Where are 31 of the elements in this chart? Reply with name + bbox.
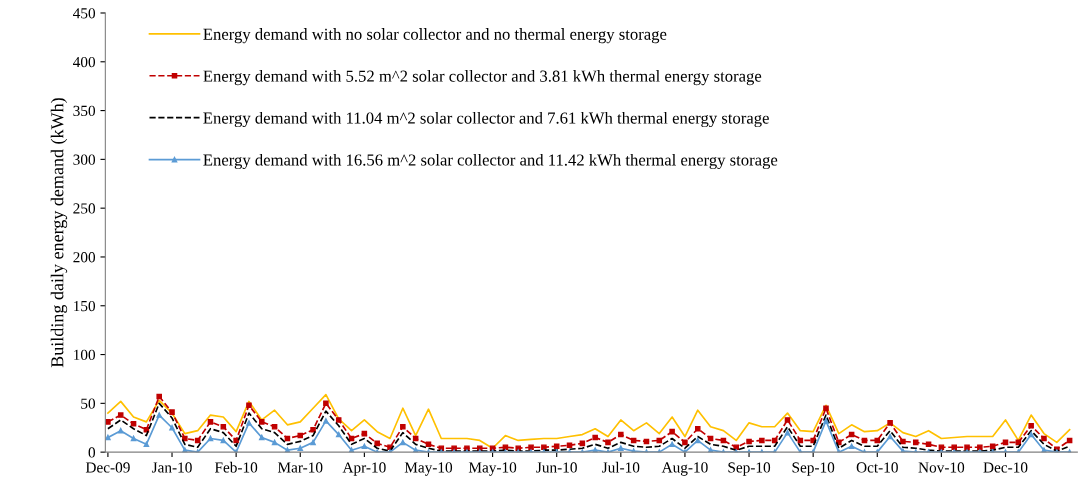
x-tick-label: Dec-09	[85, 462, 130, 473]
legend-label: Energy demand with 16.56 m^2 solar collector and 11.42 kWh thermal energy storage	[203, 153, 778, 170]
y-tick-label: 150	[74, 300, 96, 312]
x-tick-label: Sep-10	[728, 462, 771, 476]
y-tick-label: 250	[73, 203, 96, 214]
legend-label: Energy demand with 11.04 m^2 solar collector and 7.61 kWh thermal energy storage	[203, 111, 769, 128]
x-tick-label: Mar-10	[277, 462, 323, 473]
y-tick-label: 400	[73, 56, 96, 68]
x-tick-label: May-10	[468, 462, 517, 476]
legend-label: Energy demand with no solar collector and no thermal energy storage	[203, 28, 667, 44]
x-tick-label: Nov-10	[918, 462, 965, 473]
y-tick-label: 300	[73, 154, 96, 165]
legend-label: Energy demand with 5.52 m^2 solar collector and 3.81 kWh thermal energy storage	[203, 70, 762, 86]
y-tick-label: 200	[73, 252, 96, 263]
x-tick-label: Dec-10	[983, 462, 1028, 473]
y-tick-label: 0	[88, 447, 96, 458]
x-tick-label: Jun-10	[536, 462, 577, 473]
line-series	[107, 402, 1071, 452]
x-tick-label: Jul-10	[602, 461, 640, 473]
x-tick-label: Aug-10	[661, 462, 708, 476]
x-tick-label: May-10	[404, 462, 453, 476]
y-tick-label: 350	[73, 105, 96, 117]
x-tick-label: Oct-10	[856, 462, 898, 473]
y-tick-label: 450	[73, 8, 96, 19]
x-tick-label: Sep-10	[792, 462, 835, 476]
x-tick-label: Feb-10	[214, 461, 258, 473]
y-axis-title: Building daily energy demand (kWh)	[50, 98, 68, 368]
y-tick-label: 50	[81, 398, 96, 409]
x-tick-label: Jan-10	[151, 462, 192, 473]
y-tick-label: 100	[74, 349, 96, 360]
x-tick-label: Apr-10	[342, 462, 386, 476]
